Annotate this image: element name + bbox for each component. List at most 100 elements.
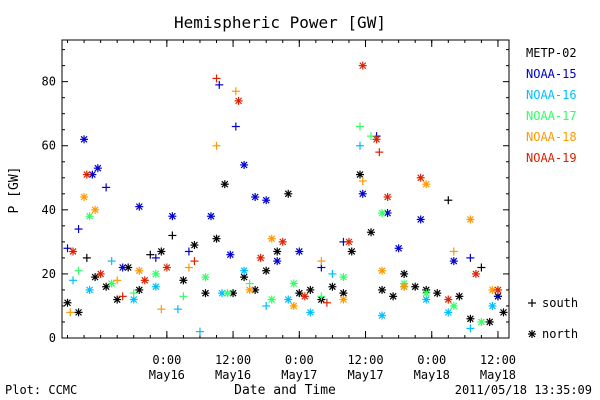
data-point-noaa-15 <box>63 244 72 253</box>
data-point-noaa-18 <box>289 301 298 310</box>
data-point-noaa-19 <box>416 173 425 182</box>
x-axis-label: Date and Time <box>234 383 336 398</box>
data-point-noaa-17 <box>422 289 431 298</box>
data-point-noaa-19 <box>162 263 171 272</box>
data-point-noaa-19 <box>372 135 381 144</box>
data-point-noaa-17 <box>477 317 486 326</box>
data-point-noaa-15 <box>466 253 475 262</box>
x-tick-label-date: May18 <box>414 368 450 382</box>
plot-credit: Plot: CCMC <box>5 383 77 397</box>
data-point-noaa-17 <box>289 279 298 288</box>
data-point-noaa-16 <box>444 308 453 317</box>
data-point-noaa-19 <box>322 298 331 307</box>
data-point-metp-02 <box>328 282 337 291</box>
x-tick-label-date: May17 <box>347 368 383 382</box>
data-point-noaa-15 <box>394 244 403 253</box>
data-point-noaa-15 <box>262 196 271 205</box>
data-point-noaa-16 <box>195 327 204 336</box>
data-point-noaa-18 <box>231 87 240 96</box>
data-point-noaa-17 <box>107 279 116 288</box>
data-point-metp-02 <box>306 285 315 294</box>
x-axis: 0:00May1612:00May160:00May1712:00May170:… <box>67 40 516 382</box>
data-point-noaa-19 <box>300 292 309 301</box>
data-point-metp-02 <box>466 314 475 323</box>
data-point-metp-02 <box>389 292 398 301</box>
series-legend: METP-02 NOAA-15 NOAA-16 NOAA-17 NOAA-18 NOAA-… <box>526 46 577 165</box>
data-point-metp-02 <box>433 289 442 298</box>
plot-timestamp: 2011/05/18 13:35:09 <box>455 383 592 397</box>
data-point-noaa-18 <box>184 263 193 272</box>
data-point-metp-02 <box>220 180 229 189</box>
data-point-metp-02 <box>477 263 486 272</box>
data-point-noaa-16 <box>173 305 182 314</box>
x-tick-label-time: 12:00 <box>347 353 383 367</box>
x-tick-label-time: 0:00 <box>417 353 446 367</box>
data-point-noaa-18 <box>317 257 326 266</box>
x-tick-label-date: May16 <box>215 368 251 382</box>
marker-legend: south north <box>528 296 578 341</box>
data-point-noaa-17 <box>179 292 188 301</box>
data-point-noaa-18 <box>212 141 221 150</box>
data-point-noaa-15 <box>273 257 282 266</box>
data-point-metp-02 <box>444 196 453 205</box>
data-point-noaa-15 <box>74 225 83 234</box>
data-point-metp-02 <box>295 289 304 298</box>
data-point-noaa-19 <box>358 61 367 70</box>
data-point-noaa-17 <box>339 273 348 282</box>
data-point-noaa-15 <box>168 212 177 221</box>
data-point-noaa-17 <box>356 122 364 131</box>
legend-entry: NOAA-17 <box>526 109 577 123</box>
marker-legend-label: north <box>542 327 578 341</box>
data-point-noaa-16 <box>69 276 78 285</box>
data-point-noaa-16 <box>306 308 315 317</box>
data-point-noaa-15 <box>135 202 144 211</box>
x-tick-label-time: 0:00 <box>152 353 181 367</box>
data-point-noaa-15 <box>80 135 89 144</box>
data-points <box>63 61 508 336</box>
data-point-noaa-15 <box>358 189 367 198</box>
data-point-metp-02 <box>339 289 348 298</box>
data-point-noaa-19 <box>471 269 480 278</box>
data-point-noaa-15 <box>295 247 304 256</box>
data-point-noaa-15 <box>226 250 235 259</box>
data-point-noaa-16 <box>356 141 364 150</box>
data-point-noaa-15 <box>251 193 260 202</box>
data-point-noaa-15 <box>449 257 458 266</box>
data-point-noaa-17 <box>201 273 210 282</box>
data-point-noaa-17 <box>378 209 387 218</box>
x-tick-label-time: 0:00 <box>285 353 314 367</box>
data-point-noaa-17 <box>449 301 458 310</box>
data-point-noaa-16 <box>107 257 116 266</box>
data-point-metp-02 <box>485 317 494 326</box>
legend-entry: NOAA-19 <box>526 151 577 165</box>
marker-legend-symbol <box>528 299 536 307</box>
data-point-noaa-17 <box>317 292 326 301</box>
data-point-metp-02 <box>201 289 210 298</box>
data-point-noaa-18 <box>91 205 100 214</box>
data-point-noaa-18 <box>113 276 122 285</box>
data-point-noaa-16 <box>466 324 475 333</box>
legend-entry: NOAA-15 <box>526 67 577 81</box>
data-point-noaa-16 <box>488 301 497 310</box>
data-point-metp-02 <box>91 273 100 282</box>
data-point-metp-02 <box>146 250 155 259</box>
data-point-noaa-15 <box>93 164 102 173</box>
data-point-noaa-19 <box>118 292 127 301</box>
data-point-noaa-15 <box>207 212 215 221</box>
x-tick-label-time: 12:00 <box>480 353 516 367</box>
marker-legend-label: south <box>542 296 578 310</box>
data-point-metp-02 <box>124 263 133 272</box>
data-point-noaa-19 <box>96 269 105 278</box>
data-point-noaa-17 <box>151 269 160 278</box>
data-point-noaa-18 <box>66 308 75 317</box>
data-point-noaa-16 <box>378 311 387 320</box>
data-point-noaa-19 <box>140 276 149 285</box>
x-tick-label-date: May18 <box>480 368 516 382</box>
data-point-noaa-18 <box>488 285 497 294</box>
data-point-metp-02 <box>179 276 188 285</box>
data-point-noaa-18 <box>449 247 458 256</box>
data-point-noaa-18 <box>80 193 89 202</box>
data-point-metp-02 <box>157 247 166 256</box>
data-point-noaa-15 <box>184 247 193 256</box>
